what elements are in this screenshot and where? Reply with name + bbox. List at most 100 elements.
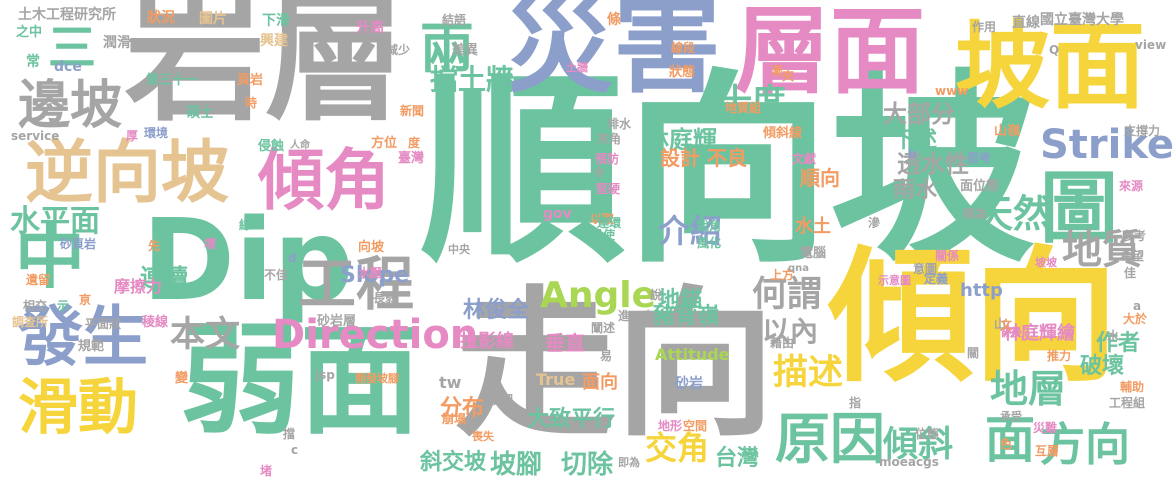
word-qinshi: 侵蝕 — [258, 139, 285, 154]
word-fasheng: 發生 — [18, 300, 149, 375]
word-popo: 坡坡 — [1035, 256, 1057, 269]
word-biaopo: 邊坡 — [18, 76, 123, 136]
word-chuizhi: 垂直 — [545, 331, 585, 355]
word-shejibuliang: 設計 不良 — [660, 146, 747, 170]
word-kaifapojiao: 開發坡腳 — [355, 372, 399, 385]
word-huai: 壞 — [204, 237, 217, 251]
word-shui: 水 — [1107, 329, 1120, 343]
word-ruo: 弱 — [385, 291, 398, 305]
word-huanjing: 環境 — [144, 126, 169, 140]
word-disanshiyi: 第三十一 — [146, 73, 199, 88]
word-fenghua: 風化 — [697, 236, 722, 250]
word-miaoshu: 描述 — [773, 353, 844, 393]
word-xian2: 先 — [148, 239, 161, 253]
word-pomian: 坡面 — [955, 12, 1146, 122]
word-tu: 圖 — [1040, 164, 1119, 254]
word-yushui: 雨水 — [893, 178, 938, 203]
word-jiwei: 即為 — [618, 456, 640, 469]
word-dabufen: 大部分 — [883, 100, 955, 128]
word-shi2: 示 — [57, 299, 70, 313]
word-jiyou: 藉由 — [770, 336, 795, 350]
word-xinwen: 新聞 — [400, 104, 425, 118]
word-lianhuan: 連環 — [597, 216, 622, 230]
word-yiqu: 以取 — [590, 212, 615, 226]
word-jia2: 佳 — [1124, 266, 1137, 280]
word-cankao: 參考 — [1122, 229, 1147, 243]
word-sikao: 思考 — [967, 151, 992, 165]
word-dayu: 大於 — [1123, 312, 1148, 326]
word-jiaojiao: 交角 — [645, 429, 710, 467]
word-renming: 人命 — [290, 140, 310, 151]
word-yuanyin: 原因 — [775, 407, 886, 471]
word-sangshi: 喪失 — [472, 430, 494, 443]
word-tupian: 圖片 — [199, 11, 227, 27]
word-san: 三 — [48, 20, 97, 76]
word-dangtuqiang: 擋土牆 — [430, 63, 515, 96]
word-jieshao: 介紹 — [658, 212, 723, 250]
word-chayi: 差異 — [452, 43, 479, 58]
word-yitu: 意圖 — [913, 262, 938, 276]
word-pohuai: 破壞 — [1080, 354, 1125, 379]
word-xian: 線 — [239, 218, 252, 232]
word-shunxiangpo: 順向坡 — [420, 53, 1035, 291]
word-zaihai: 災害 — [505, 0, 722, 108]
word-qingxiang: 傾向 — [828, 233, 1118, 402]
word-strike: Strike — [1040, 122, 1175, 168]
word-kongjian: 空間 — [683, 419, 708, 433]
word-shidu: 十度 — [718, 82, 786, 122]
word-ling: 令 — [593, 166, 606, 180]
word-guanshu: 闡述 — [591, 321, 616, 335]
word-wenxian: 文獻 — [792, 152, 817, 166]
word-yi: 易 — [600, 349, 613, 363]
word-pojiao: 坡腳 — [490, 450, 543, 480]
word-chengshou: 承受 — [1000, 410, 1022, 423]
word-cengmian: 層面 — [735, 0, 926, 107]
word-dixing: 地形 — [658, 419, 683, 433]
word-shuo: 說 — [650, 288, 663, 302]
word-touyingxian: 投影線 — [460, 331, 514, 352]
word-mianweitai: 面位態 — [960, 179, 1000, 194]
word-angle: Angle — [540, 275, 657, 316]
word-rimingao: 摩擦力 — [114, 277, 163, 296]
word-shiyeyan: 砂頁岩 — [60, 237, 97, 251]
word-ruijiao: 銳角 — [697, 219, 722, 233]
word-runhua: 潤滑 — [103, 35, 131, 51]
word-xiwang: 希望 — [1120, 249, 1145, 263]
word-zuoyong: 作用 — [972, 20, 997, 34]
word-tuce: 土牆 — [566, 61, 588, 74]
word-tiao: 條 — [607, 12, 621, 28]
word-xingjian: 興建 — [260, 33, 288, 49]
word-du2: 堵 — [260, 464, 273, 478]
word-moeacgs: moeacgs — [879, 455, 939, 469]
word-shiyan: 砂岩 — [675, 376, 703, 392]
word-c: c — [291, 443, 299, 457]
word-xiashu: 下述 — [893, 128, 938, 153]
word-guifan: 規範 — [78, 339, 105, 354]
word-xiejiaopo: 斜交坡 — [420, 450, 487, 475]
word-slope: Slope — [340, 263, 410, 288]
word-qna: qna — [788, 263, 810, 274]
word-chengwei: 稱為 — [963, 207, 988, 221]
word-shi: 時 — [245, 96, 258, 110]
word-bengta: 崩塌 — [442, 412, 467, 426]
word-diceng: 地層 — [990, 367, 1067, 411]
word-attitude: Attitude — [655, 345, 730, 364]
word-gov: gov — [543, 206, 572, 222]
word-tuili: 推力 — [1047, 349, 1072, 363]
word-zhixian: 直線 — [1012, 15, 1040, 31]
word-zhichengli: 支撐力 — [1124, 124, 1161, 138]
word-yuan: 亰 — [79, 293, 92, 307]
word-www: www — [935, 84, 969, 98]
word-zhuangkuang: 狀況 — [147, 10, 175, 26]
word-lianxu: 連續 — [140, 264, 188, 292]
word-guanxi: 關係 — [935, 249, 960, 263]
word-shiyanceng: 砂岩層 — [317, 314, 357, 329]
word-shuiya: 水壓 — [358, 266, 383, 280]
word-se: 色 — [1000, 437, 1013, 451]
word-guan: 關 — [967, 346, 980, 360]
word-gongchengzu: 工程組 — [1109, 396, 1146, 410]
word-diannao: 電腦 — [800, 246, 827, 261]
word-pingmianzhuang: 平面狀 — [85, 317, 122, 331]
word-shuipingmian: 水平面 — [10, 204, 100, 239]
word-dang: 擋 — [283, 427, 296, 441]
